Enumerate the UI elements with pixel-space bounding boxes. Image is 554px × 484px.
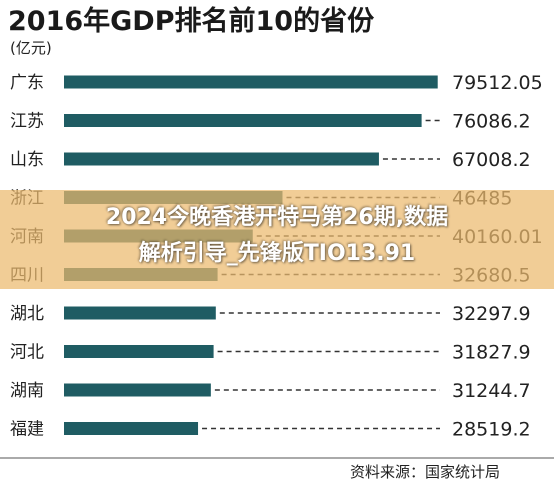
value-label: 79512.05 (452, 72, 543, 94)
value-label: 67008.2 (452, 149, 531, 171)
bar (64, 114, 422, 127)
value-label: 32297.9 (452, 303, 531, 325)
bar (64, 383, 211, 397)
category-label: 河北 (10, 343, 44, 363)
value-label: 76086.2 (452, 111, 531, 133)
overlay-banner (0, 190, 554, 289)
overlay-caption: 2024今晚香港开特马第26期,数据 解析引导_先锋版TIO13.91 (0, 200, 554, 272)
overlay-line-2: 解析引导_先锋版TIO13.91 (138, 241, 416, 266)
value-label: 31244.7 (452, 380, 531, 402)
source-note: 资料来源：国家统计局 (350, 463, 500, 481)
category-label: 福建 (10, 420, 44, 440)
bar (64, 75, 438, 89)
category-label: 广东 (10, 73, 44, 93)
unit-label: (亿元) (10, 39, 52, 57)
bar (64, 152, 379, 166)
category-label: 江苏 (10, 112, 44, 132)
overlay-line-1: 2024今晚香港开特马第26期,数据 (105, 205, 449, 230)
bar (64, 345, 214, 358)
category-label: 湖北 (10, 304, 44, 324)
value-label: 31827.9 (452, 342, 531, 364)
value-label: 28519.2 (452, 419, 531, 441)
category-label: 山东 (10, 150, 44, 170)
category-label: 湖南 (10, 381, 44, 401)
bar (64, 306, 216, 320)
bar (64, 422, 199, 435)
chart-title: 2016年GDP排名前10的省份 (8, 5, 374, 37)
